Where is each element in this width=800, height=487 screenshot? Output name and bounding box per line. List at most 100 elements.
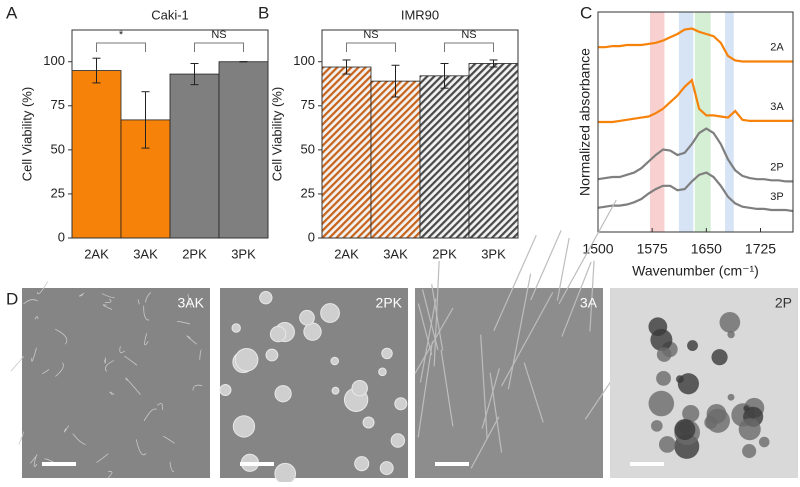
plot-frame (321, 29, 519, 239)
fiber (109, 391, 115, 396)
fiber (143, 305, 150, 321)
aggregate (704, 416, 718, 430)
fiber (199, 349, 202, 360)
significance-label: NS (363, 29, 378, 41)
vesicle (231, 323, 241, 333)
fiber (104, 298, 112, 303)
vesicle (274, 462, 297, 485)
scale-bar (42, 462, 76, 466)
fiber (23, 299, 38, 305)
panel-letter: C (580, 3, 592, 22)
micrograph (610, 288, 798, 478)
vesicle (303, 322, 322, 341)
x-tick-label: 3PK (231, 246, 256, 261)
y-tick-label: 50 (51, 141, 65, 156)
vesicle (394, 397, 408, 411)
aggregate (742, 444, 757, 459)
aggregate (674, 418, 696, 440)
fibril (489, 372, 503, 453)
vesicle (269, 325, 287, 343)
series-label: 3A (770, 101, 784, 113)
aggregate (687, 340, 698, 352)
fibril (493, 235, 537, 331)
aggregate (727, 393, 735, 401)
significance-label: NS (461, 29, 476, 41)
fiber (104, 357, 106, 364)
y-tick-label: 0 (308, 229, 315, 244)
fibril (417, 341, 434, 438)
fiber (135, 439, 147, 456)
significance-bracket (96, 42, 146, 52)
fibril (589, 260, 595, 332)
y-axis-label: Cell Viability (%) (19, 87, 34, 181)
micrograph-label: 3AK (178, 295, 205, 311)
aggregate (656, 347, 672, 362)
significance-label: NS (211, 29, 226, 41)
aggregate (658, 436, 676, 453)
scale-bar (630, 462, 664, 466)
aggregate (758, 436, 770, 448)
fiber (102, 304, 113, 310)
fibril (440, 349, 454, 427)
fiber (42, 369, 50, 375)
fibril (419, 298, 437, 383)
vesicle (362, 416, 375, 429)
fiber (101, 293, 115, 299)
aggregate (719, 311, 741, 333)
fiber (125, 377, 141, 395)
y-tick-label: 75 (301, 97, 315, 112)
fibril (523, 362, 544, 423)
y-tick-label: 75 (51, 97, 65, 112)
fiber (55, 328, 68, 345)
bar (218, 61, 269, 239)
micrograph-label: 2P (775, 295, 792, 311)
fibril (417, 303, 433, 356)
highlight-band (678, 12, 694, 232)
fibril (481, 368, 500, 429)
x-tick-label: 1650 (691, 241, 722, 257)
fiber (156, 403, 164, 410)
fiber (144, 333, 149, 346)
chart-title: IMR90 (401, 7, 439, 22)
highlight-band (694, 12, 711, 232)
spectrum-line (598, 27, 793, 63)
bar (419, 75, 470, 239)
panel-letter: A (6, 3, 18, 22)
aggregate (650, 328, 673, 351)
fibril (500, 292, 554, 387)
y-tick-label: 100 (293, 53, 315, 68)
scale-bar (435, 462, 469, 466)
fibril (480, 334, 488, 439)
fiber (186, 335, 197, 345)
aggregate (743, 405, 750, 412)
fiber (143, 408, 157, 422)
y-axis-label: Cell Viability (%) (269, 87, 284, 181)
fiber (137, 299, 140, 305)
y-tick-label: 25 (51, 185, 65, 200)
bar (370, 80, 421, 239)
micrograph-label: 2PK (376, 295, 403, 311)
fiber (36, 281, 49, 295)
x-tick-label: 2AK (84, 246, 109, 261)
vesicle (390, 433, 406, 448)
fiber (63, 425, 70, 433)
y-tick-label: 25 (301, 185, 315, 200)
fiber (10, 355, 24, 372)
fibril (530, 230, 562, 301)
x-tick-label: 2PK (182, 246, 207, 261)
fibril (507, 273, 532, 390)
x-tick-label: 3AK (383, 246, 408, 261)
x-tick-label: 1500 (582, 241, 613, 257)
bar (321, 66, 372, 239)
vesicle (320, 303, 340, 323)
x-tick-label: 1725 (745, 241, 776, 257)
y-axis-label: Normalized absorbance (577, 48, 593, 196)
vesicle (234, 347, 259, 372)
chart-title: Caki-1 (151, 7, 189, 22)
significance-bracket (444, 42, 494, 52)
aggregate (727, 330, 735, 339)
aggregate (648, 390, 675, 417)
vesicle (379, 461, 394, 476)
vesicle (274, 385, 292, 403)
vesicle (378, 367, 387, 377)
